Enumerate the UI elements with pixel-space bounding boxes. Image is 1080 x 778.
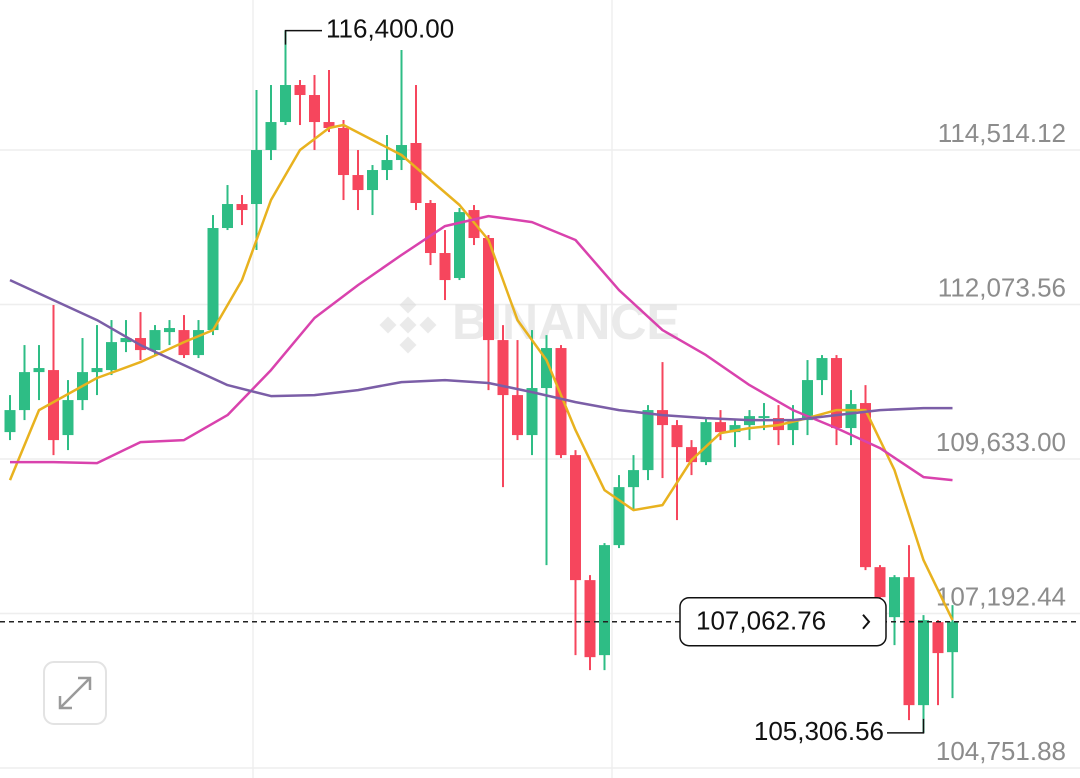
candle-body [512,395,523,436]
expand-button[interactable] [43,661,107,725]
moving-average-line [10,214,953,482]
last-price-box[interactable] [679,596,887,647]
candle-body [642,410,654,471]
candle-body [149,330,161,351]
candle-body [584,580,596,658]
y-tick-label: 112,073.56 [938,272,1066,302]
candle-body [19,372,30,411]
moving-averages [8,123,954,621]
candle-body [947,621,958,653]
candle-body [758,416,770,419]
candle-body [222,204,233,229]
candle-body [425,203,436,254]
low-marker-line [887,718,925,734]
last-price-label[interactable]: 107,062.76 [696,606,826,636]
y-tick-label: 114,514.12 [938,118,1066,148]
high-marker-line [284,29,322,45]
candle-body [715,422,726,433]
candle-body [236,204,248,211]
candle-body [526,388,538,436]
candle-body [193,330,204,356]
grid: 114,514.12 112,073.56 109,633.00 107,192.44… [0,118,1080,769]
overlay: 116,400.00 105,306.56 107,062.76 [0,14,1080,746]
candle-body [207,228,219,331]
candle-body [280,85,291,123]
candle-body [497,340,509,396]
candle-body [541,348,552,389]
candle-body [787,420,799,431]
candle-body [91,368,103,373]
candle-body [439,253,451,281]
y-tick-label: 109,633.00 [936,427,1066,457]
candle-body [671,425,683,448]
candle-body [570,455,581,581]
low-marker-label: 105,306.56 [754,716,884,746]
candle-body [48,370,59,441]
candle-body [918,620,929,706]
y-tick-label: 107,192.44 [936,581,1066,611]
candle-body [62,400,74,436]
candle-body [628,470,639,488]
candle-body [309,95,320,123]
candle-body [932,622,944,654]
candle-body [613,487,625,546]
y-tick-label: 104,751.88 [936,736,1066,766]
candle-body [294,85,306,96]
high-marker-label: 116,400.00 [326,14,454,44]
candle-body [164,328,175,333]
candle-body [265,122,277,151]
last-price-chevron[interactable] [862,614,871,630]
candle-body [396,145,407,161]
candle-body [831,358,842,429]
moving-average-line [8,123,954,621]
candle-body [903,577,915,706]
candle-body [483,238,494,341]
expand-icon[interactable] [58,676,92,710]
candle-body [106,342,117,371]
candle-body [555,348,567,456]
candle-body [816,358,828,381]
candle-body [410,143,422,204]
candle-body [33,368,45,373]
candle-body [802,380,813,421]
candle-body [4,410,16,433]
candle-body [367,170,378,191]
candle-body [323,122,335,128]
candle-body [251,150,262,205]
candle-body [845,404,857,429]
candle-body [338,127,349,176]
candle-body [352,175,364,191]
candle-body [686,447,697,463]
candle-body [874,567,886,598]
candle-body [700,422,712,463]
candle-body [889,577,900,618]
candle-body [599,545,610,656]
candle-body [454,212,465,279]
candle-body [120,338,132,343]
moving-average-line [9,278,953,422]
candle-body [729,425,741,433]
candle-body [860,403,871,568]
candle-body [657,410,668,426]
candle-body [381,160,393,171]
